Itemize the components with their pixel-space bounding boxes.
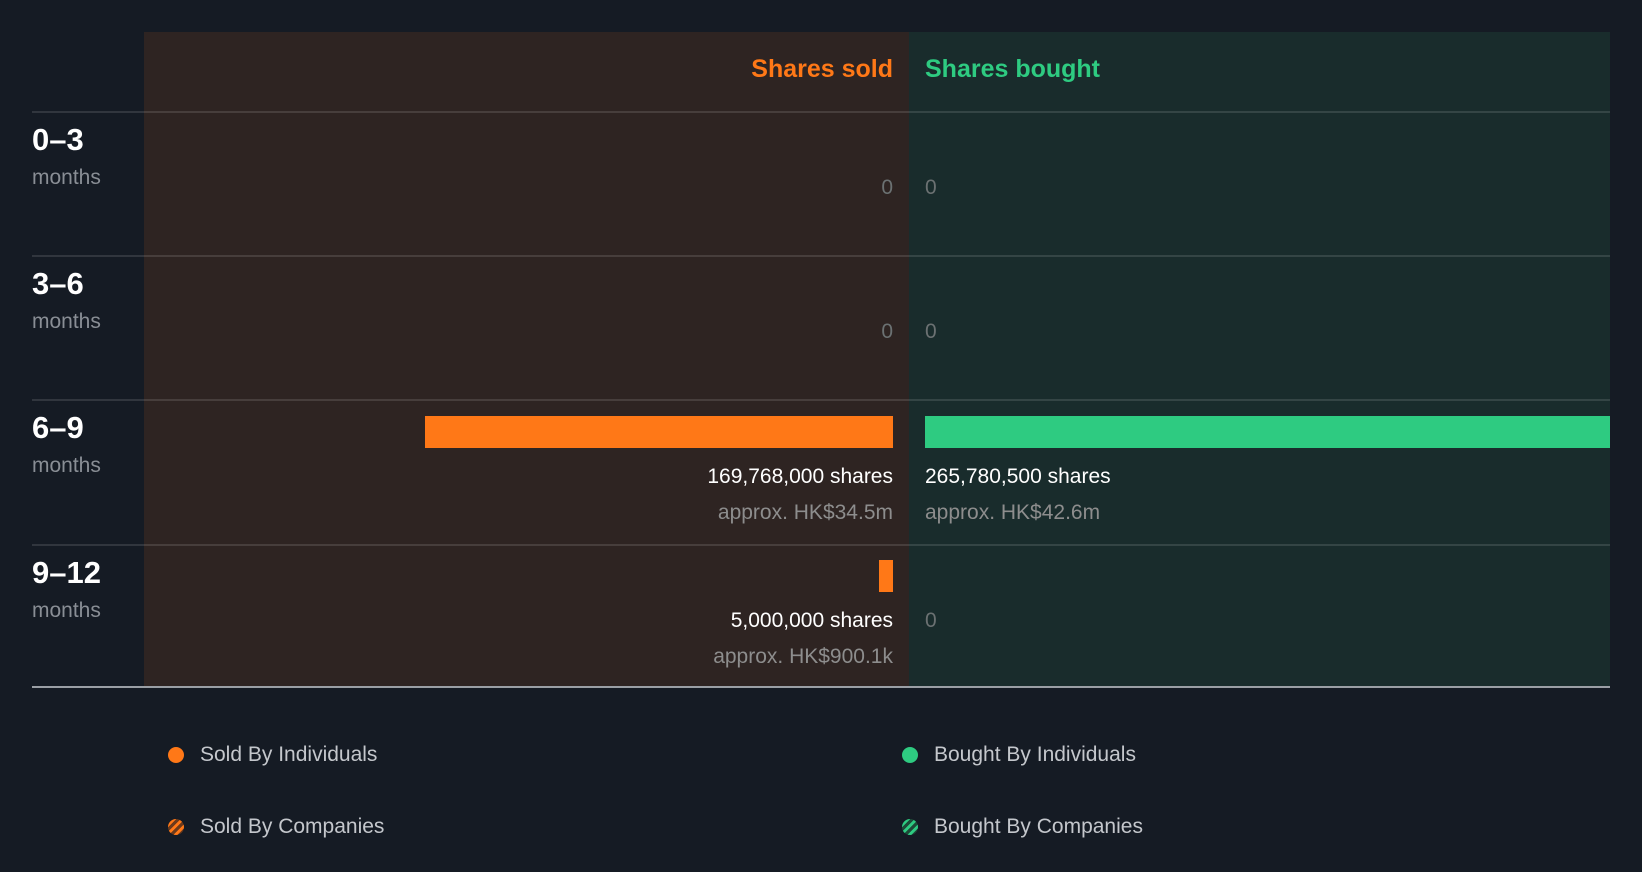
range: 3–6	[32, 266, 84, 301]
range: 0–3	[32, 122, 84, 157]
range: 9–12	[32, 555, 101, 590]
legend-label: Sold By Companies	[200, 815, 385, 838]
sold-value: 0	[881, 320, 893, 343]
legend-label: Bought By Companies	[934, 815, 1143, 838]
sold-approx-value: approx. HK$34.5m	[717, 501, 893, 524]
row-label-9-12: 9–12 months	[32, 555, 101, 623]
bought-value: 0	[925, 176, 937, 199]
bought-shares: 265,780,500 shares	[925, 465, 1111, 488]
shares-sold-header: Shares sold	[751, 55, 893, 83]
sold-value: 0	[881, 176, 893, 199]
row-label-3-6: 3–6 months	[32, 266, 101, 334]
sold-shares: 5,000,000 shares	[730, 609, 893, 632]
shares-bought-header: Shares bought	[925, 55, 1101, 83]
row-label-6-9: 6–9 months	[32, 410, 101, 478]
row-divider	[32, 544, 1610, 546]
shares-bought-panel	[909, 32, 1610, 687]
legend-label: Bought By Individuals	[934, 743, 1136, 766]
legend-label: Sold By Individuals	[200, 743, 378, 766]
chart-baseline	[32, 686, 1610, 688]
sold-bar[interactable]	[879, 560, 893, 592]
bought-approx-value: approx. HK$42.6m	[925, 501, 1101, 524]
bought-bar[interactable]	[925, 416, 1610, 448]
legend-sold-by-companies[interactable]: Sold By Companies	[168, 815, 384, 839]
bought-value: 0	[925, 609, 937, 632]
legend-bought-by-companies[interactable]: Bought By Companies	[902, 815, 1143, 839]
unit: months	[32, 599, 101, 622]
shares-sold-panel	[144, 32, 909, 687]
sold-bar[interactable]	[425, 416, 893, 448]
sold-shares: 169,768,000 shares	[707, 465, 893, 488]
solid-orange-dot-icon	[168, 747, 184, 763]
solid-green-dot-icon	[902, 747, 918, 763]
row-divider	[32, 399, 1610, 401]
unit: months	[32, 310, 101, 333]
legend-bought-by-individuals[interactable]: Bought By Individuals	[902, 743, 1136, 767]
row-divider	[32, 255, 1610, 257]
row-label-0-3: 0–3 months	[32, 122, 101, 190]
hatched-orange-dot-icon	[168, 819, 184, 835]
row-divider	[32, 111, 1610, 113]
hatched-green-dot-icon	[902, 819, 918, 835]
sold-approx-value: approx. HK$900.1k	[713, 645, 893, 668]
bought-value: 0	[925, 320, 937, 343]
legend-sold-by-individuals[interactable]: Sold By Individuals	[168, 743, 377, 767]
range: 6–9	[32, 410, 84, 445]
unit: months	[32, 166, 101, 189]
unit: months	[32, 454, 101, 477]
